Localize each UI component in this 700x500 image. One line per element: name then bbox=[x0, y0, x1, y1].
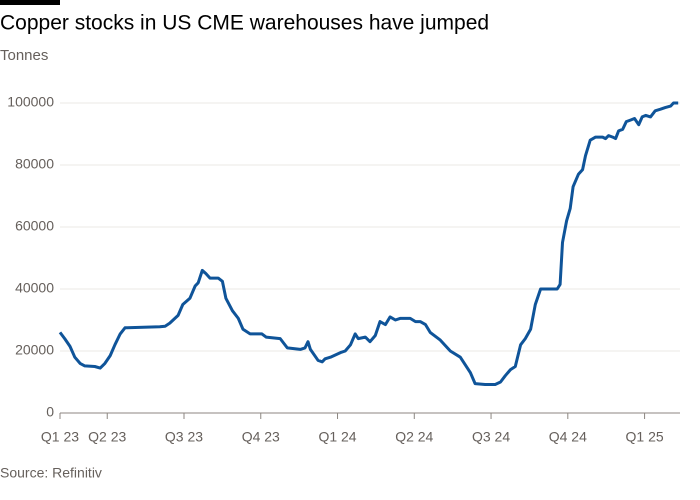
y-tick-label: 80000 bbox=[15, 156, 54, 172]
y-tick-label: 20000 bbox=[15, 342, 54, 358]
brand-bar bbox=[0, 0, 60, 5]
x-tick-label: Q4 24 bbox=[549, 429, 587, 445]
y-tick-label: 60000 bbox=[15, 218, 54, 234]
source-note: Source: Refinitiv bbox=[0, 465, 102, 481]
data-line bbox=[58, 101, 679, 386]
x-tick-label: Q3 23 bbox=[165, 429, 203, 445]
y-tick-label: 100000 bbox=[7, 94, 54, 110]
x-tick-label: Q1 23 bbox=[41, 429, 79, 445]
chart-subtitle: Tonnes bbox=[0, 47, 48, 64]
x-tick-label: Q4 23 bbox=[242, 429, 280, 445]
x-tick-label: Q2 23 bbox=[88, 429, 126, 445]
x-tick-label: Q1 24 bbox=[318, 429, 356, 445]
chart-title: Copper stocks in US CME warehouses have … bbox=[0, 12, 489, 35]
y-tick-label: 40000 bbox=[15, 280, 54, 296]
y-tick-label: 0 bbox=[46, 404, 54, 420]
x-tick-label: Q2 24 bbox=[395, 429, 433, 445]
x-tick-label: Q3 24 bbox=[472, 429, 510, 445]
x-tick-label: Q1 25 bbox=[626, 429, 664, 445]
